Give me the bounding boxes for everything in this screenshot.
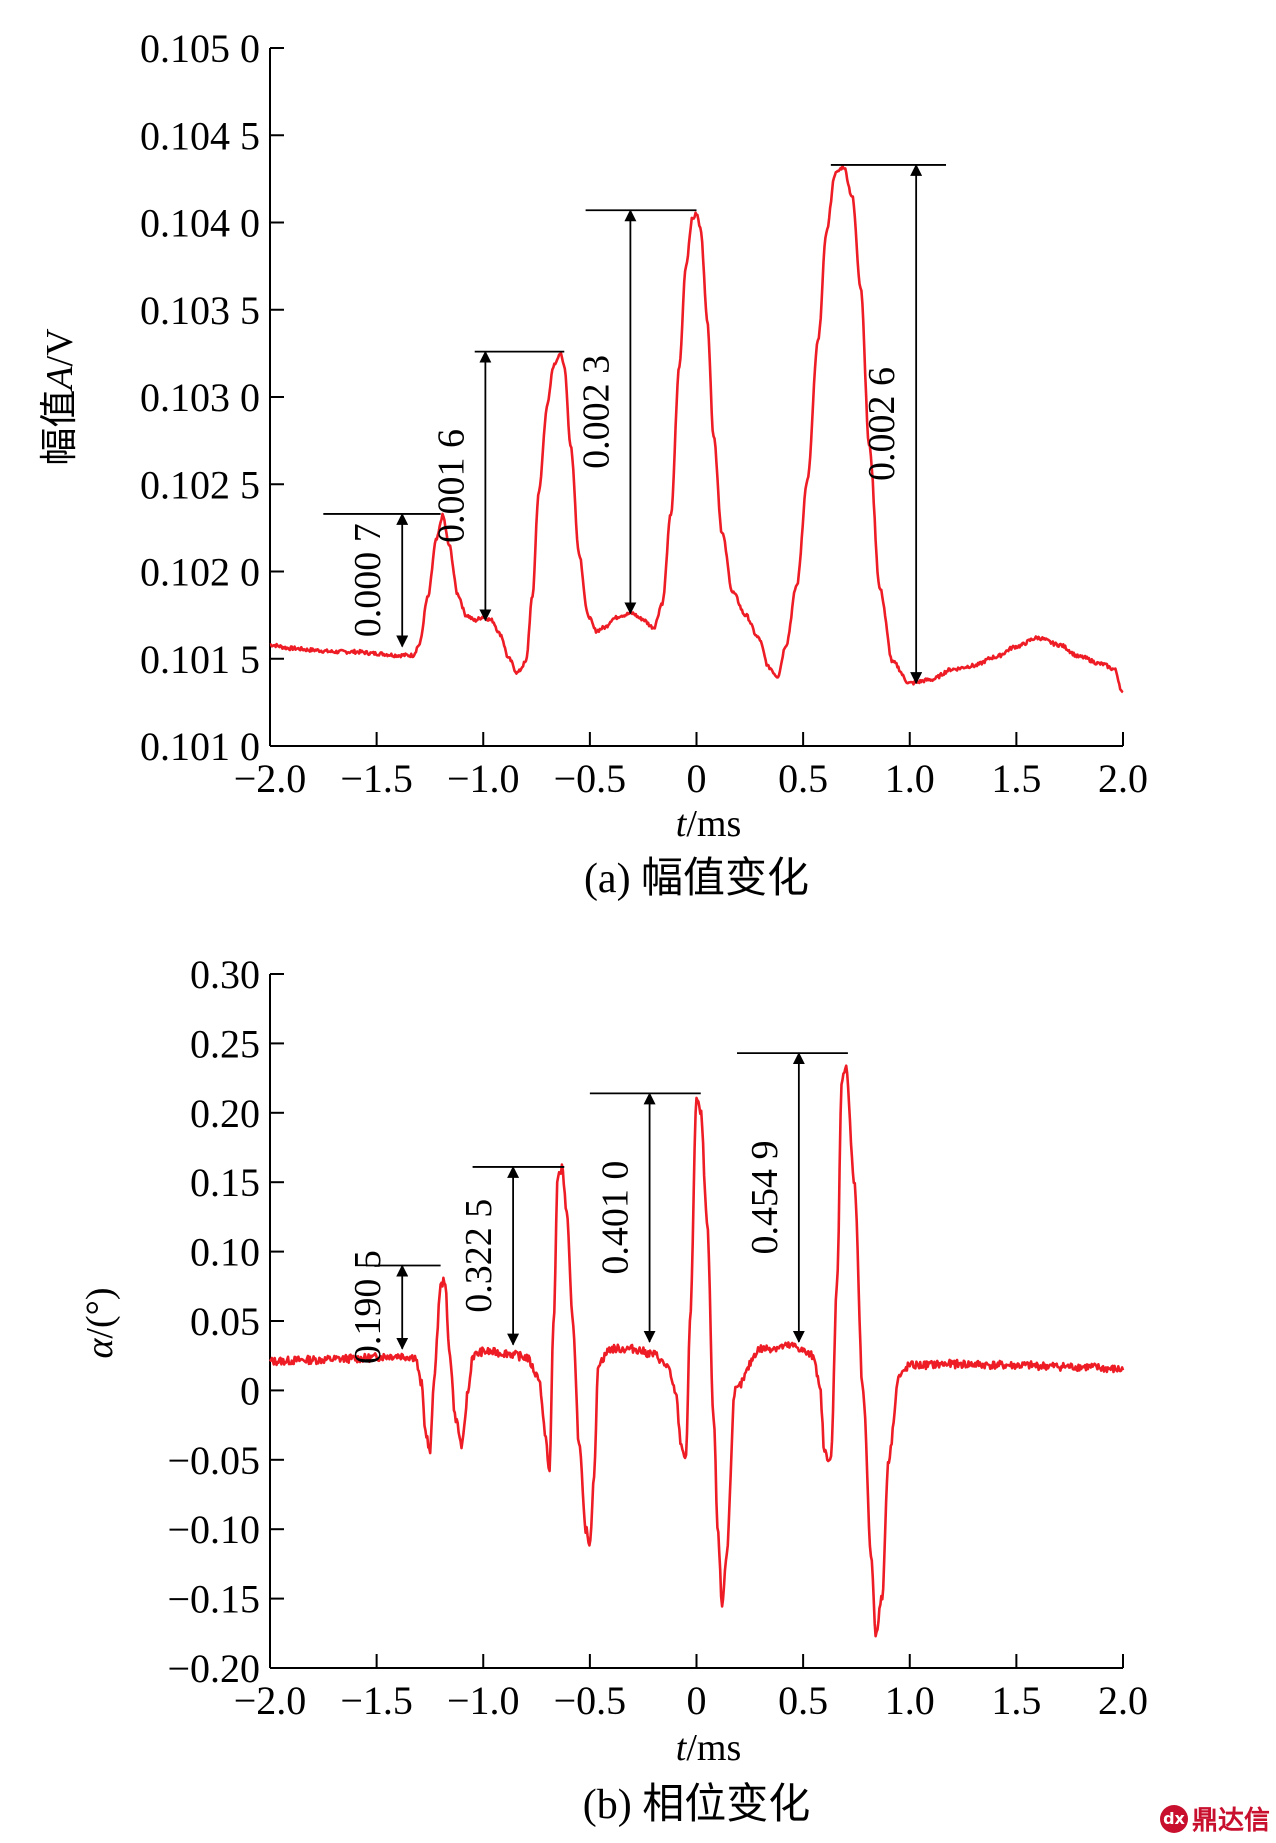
x-tick-label: 0.5 (778, 756, 828, 801)
chart-caption: (b) 相位变化 (583, 1781, 810, 1828)
y-tick-label: −0.10 (167, 1507, 260, 1552)
y-tick-label: 0.105 0 (140, 26, 260, 71)
watermark-logo: dx 鼎达信 (1159, 1800, 1270, 1837)
annotation-label: 0.001 6 (430, 429, 472, 543)
x-tick-label: 1.5 (991, 1678, 1041, 1723)
phase-chart-panel: −0.20 −0.15 −0.10 −0.05 0 0.05 0.10 0.15 0.20 0.2… (79, 952, 1148, 1828)
x-tick-label: −1.0 (447, 756, 520, 801)
x-tick-label: −1.5 (340, 1678, 413, 1723)
x-tick-label: −2.0 (234, 1678, 307, 1723)
watermark-text: 鼎达信 (1191, 1806, 1270, 1836)
y-tick-label: −0.20 (167, 1646, 260, 1691)
y-tick-label: 0.10 (190, 1230, 260, 1275)
annotation-label: 0.454 9 (744, 1140, 786, 1254)
x-tick-label: 1.0 (885, 1678, 935, 1723)
data-series-line (269, 164, 1124, 694)
x-tick-label: 1.0 (885, 756, 935, 801)
annotation-label: 0.002 3 (575, 355, 617, 469)
annotation-label: 0.002 6 (861, 367, 903, 481)
data-series-line (268, 1064, 1125, 1638)
y-tick-label: 0.101 0 (140, 724, 260, 769)
annotation-label: 0.322 5 (458, 1199, 500, 1313)
y-tick-label: 0.20 (190, 1091, 260, 1136)
y-tick-label: 0 (240, 1368, 260, 1413)
y-axis-label: α/(°) (79, 1287, 121, 1358)
x-tick-label: 0 (687, 1678, 707, 1723)
y-tick-label: 0.102 0 (140, 550, 260, 595)
x-tick-label: −1.0 (447, 1678, 520, 1723)
x-tick-label: −0.5 (554, 1678, 627, 1723)
y-tick-label: 0.101 5 (140, 637, 260, 682)
y-tick-label: 0.103 5 (140, 288, 260, 333)
x-axis-label: t/ms (676, 803, 741, 845)
chart-caption: (a) 幅值变化 (584, 855, 809, 902)
annotation-label: 0.401 0 (595, 1161, 637, 1275)
x-tick-label: −0.5 (554, 756, 627, 801)
x-tick-label: 1.5 (991, 756, 1041, 801)
x-tick-label: 2.0 (1098, 1678, 1148, 1723)
y-tick-label: −0.15 (167, 1577, 260, 1622)
y-tick-label: 0.25 (190, 1021, 260, 1066)
y-tick-label: 0.103 0 (140, 375, 260, 420)
y-tick-label: 0.05 (190, 1299, 260, 1344)
annotation-label: 0.000 7 (347, 523, 389, 637)
y-tick-label: 0.102 5 (140, 462, 260, 507)
x-tick-label: 0.5 (778, 1678, 828, 1723)
x-axis-label: t/ms (676, 1727, 741, 1769)
amplitude-chart-panel: 0.101 0 0.101 5 0.102 0 0.102 5 0.103 0 0.103… (39, 26, 1148, 902)
x-tick-label: 0 (687, 756, 707, 801)
x-tick-label: −2.0 (234, 756, 307, 801)
x-tick-label: −1.5 (340, 756, 413, 801)
y-tick-label: −0.05 (167, 1438, 260, 1483)
x-tick-label: 2.0 (1098, 756, 1148, 801)
y-tick-label: 0.104 0 (140, 201, 260, 246)
y-tick-label: 0.30 (190, 952, 260, 997)
y-axis-label: 幅值A/V (39, 328, 81, 466)
y-tick-label: 0.15 (190, 1160, 260, 1205)
watermark-mark-icon: dx (1159, 1804, 1188, 1833)
annotation-label: 0.190 5 (347, 1250, 389, 1364)
y-tick-label: 0.104 5 (140, 113, 260, 158)
